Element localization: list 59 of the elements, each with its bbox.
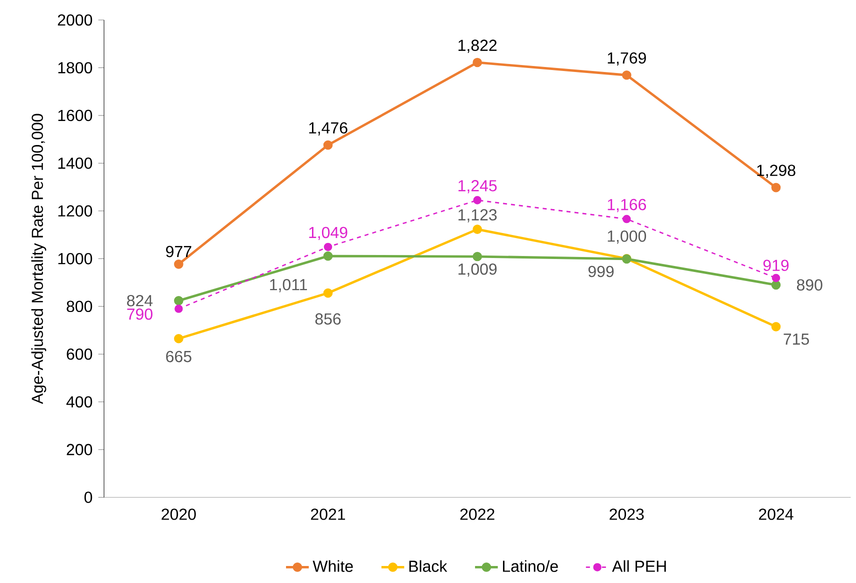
point [772,274,780,282]
data-label: 1,166 [608,199,646,212]
data-label: 1,011 [270,279,307,292]
point [324,243,332,252]
data-label: 856 [315,313,341,325]
y-tick-label: 800 [66,300,92,312]
data-label: 1,769 [608,52,646,66]
point [473,196,482,204]
point [323,288,333,298]
data-label: 824 [127,295,153,306]
data-label: 919 [763,260,789,272]
data-label: 715 [784,334,809,345]
y-tick-label: 2000 [58,14,92,26]
point [771,280,781,290]
y-tick-label: 1200 [58,205,92,217]
data-label: 977 [166,246,192,258]
y-tick-label: 0 [84,492,92,504]
point [174,334,184,344]
data-label: 1,009 [458,264,497,277]
point [771,183,781,192]
point [323,252,333,261]
y-tick-label: 600 [66,348,92,360]
legend-label: Latino/e [502,560,558,572]
point [174,296,184,306]
data-label: 1,123 [458,209,497,223]
y-tick-label: 1800 [58,62,92,74]
point [174,304,183,314]
point [174,260,184,269]
data-label: 1,049 [309,226,348,240]
point [472,224,482,234]
y-tick-label: 200 [66,444,92,456]
point [771,322,781,332]
x-tick-label: 2020 [162,508,196,520]
legend-label: White [312,560,353,572]
data-label: 999 [588,266,614,278]
legend-label: Black [409,560,448,572]
legend-label: All PEH [612,560,666,572]
point [323,140,333,150]
data-label: 665 [166,351,192,362]
y-tick-label: 1600 [58,110,92,122]
y-tick-label: 1400 [58,158,92,170]
x-tick-label: 2021 [311,508,346,520]
point [622,215,631,224]
data-label: 1,000 [608,230,646,244]
y-tick-label: 1000 [58,253,92,264]
point [622,70,632,80]
data-label: 790 [127,308,152,320]
data-label: 1,245 [458,180,497,194]
data-label: 1,298 [757,164,796,178]
x-tick-label: 2022 [460,508,494,520]
data-label: 890 [796,279,822,291]
data-label: 1,822 [458,40,497,54]
point [472,252,482,262]
y-tick-label: 400 [66,396,92,408]
y-axis-title: Age-Adjusted Mortality Rate Per 100,000 [31,114,46,404]
x-tick-label: 2023 [610,508,644,520]
point [472,58,482,68]
x-tick-label: 2024 [758,508,794,520]
data-label: 1,476 [309,122,348,136]
